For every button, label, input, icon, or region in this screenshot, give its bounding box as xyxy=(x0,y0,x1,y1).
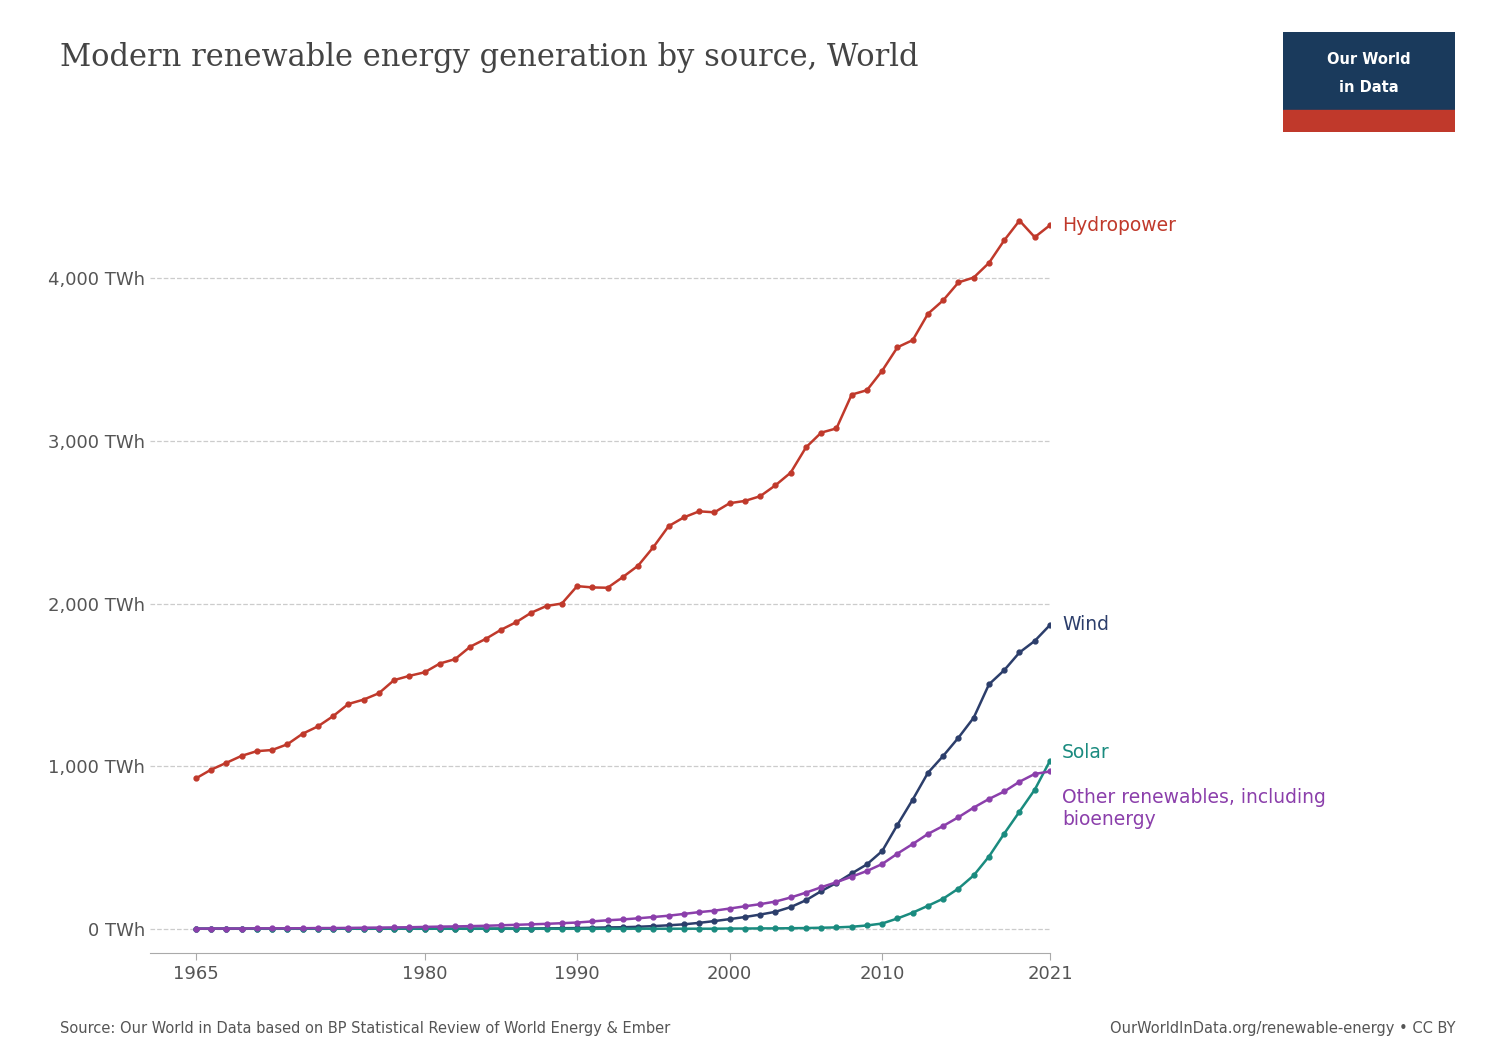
Text: Other renewables, including
bioenergy: Other renewables, including bioenergy xyxy=(1062,788,1326,829)
Text: Hydropower: Hydropower xyxy=(1062,216,1176,235)
Text: in Data: in Data xyxy=(1340,79,1398,94)
Text: Wind: Wind xyxy=(1062,615,1108,634)
Bar xyxy=(1282,32,1455,110)
Text: Modern renewable energy generation by source, World: Modern renewable energy generation by so… xyxy=(60,42,918,73)
Text: OurWorldInData.org/renewable-energy • CC BY: OurWorldInData.org/renewable-energy • CC… xyxy=(1110,1021,1455,1036)
Text: Source: Our World in Data based on BP Statistical Review of World Energy & Ember: Source: Our World in Data based on BP St… xyxy=(60,1021,670,1036)
Text: Our World: Our World xyxy=(1328,53,1410,68)
Bar xyxy=(1282,110,1455,132)
Text: Solar: Solar xyxy=(1062,743,1110,762)
